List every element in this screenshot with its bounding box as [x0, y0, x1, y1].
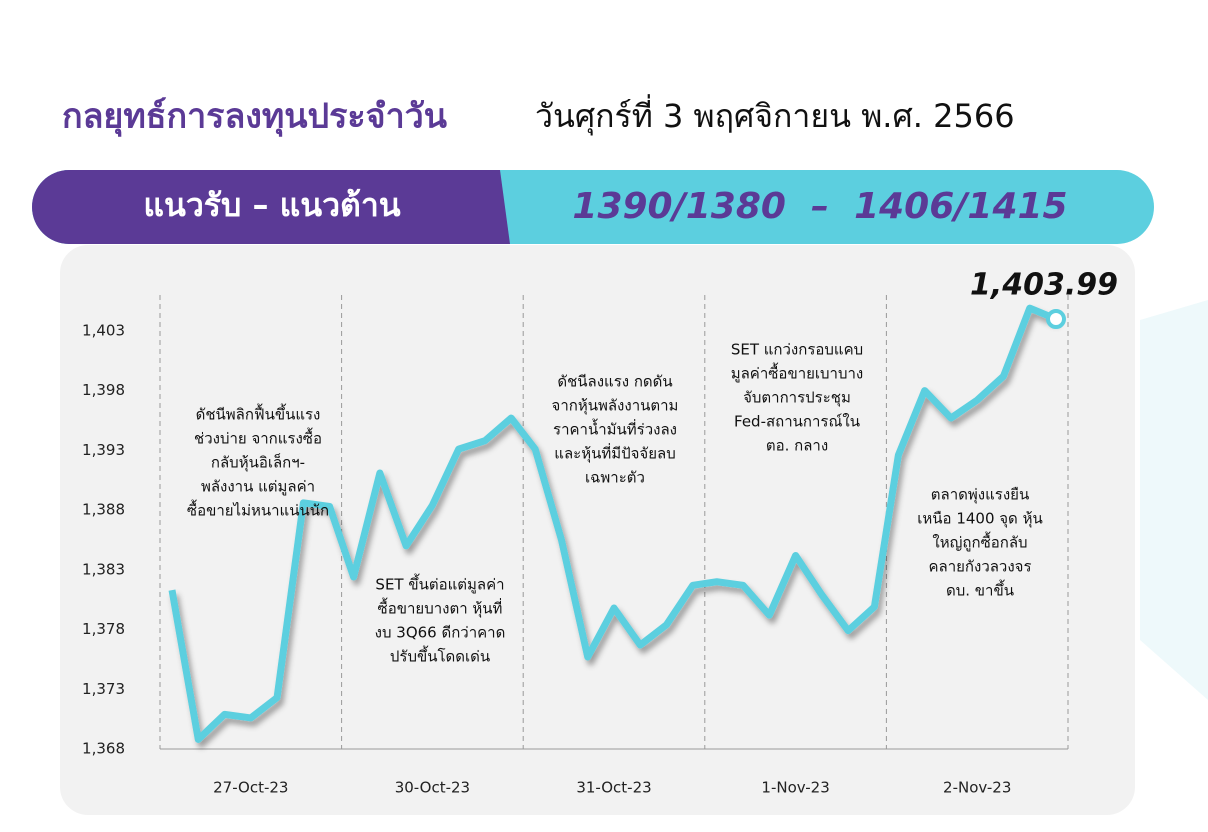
annotation: ตลาดพุ่งแรงยืน: [931, 486, 1029, 505]
annotation: งบ 3Q66 ดีกว่าคาด: [375, 624, 506, 642]
annotation: ช่วงบ่าย จากแรงซื้อ: [194, 428, 322, 448]
last-label: 1,403.99: [970, 268, 1118, 303]
annotation: ซื้อขายบางตา หุ้นที่: [378, 598, 503, 619]
annotation: ดัชนีลงแรง กดดัน: [557, 373, 672, 391]
annotation: และหุ้นที่มีปัจจัยลบ: [554, 443, 675, 464]
x-tick-label: 27-Oct-23: [213, 779, 288, 797]
annotation: เฉพาะตัว: [585, 469, 645, 487]
annotation: จับตาการประชุม: [743, 389, 851, 408]
y-tick-label: 1,388: [82, 501, 125, 519]
title: กลยุทธ์การลงทุนประจำวัน: [62, 97, 447, 138]
plot: 1,368 1,373 1,378 1,383 1,388 1,393 1,398 1,403…: [82, 268, 1118, 797]
annotation: ดัชนีพลิกฟื้นขึ้นแรง: [196, 404, 321, 424]
y-tick-label: 1,393: [82, 441, 125, 459]
y-tick-label: 1,378: [82, 620, 125, 638]
annotation: จากหุ้นพลังงานตาม: [552, 397, 679, 416]
chart-panel: [60, 245, 1135, 815]
annotation: Fed-สถานการณ์ใน: [734, 413, 860, 431]
annotation: คลายกังวลวงจร: [928, 558, 1031, 576]
line: [168, 304, 1058, 743]
annotation: SET แกว่งกรอบแคบ: [731, 341, 863, 359]
banner-label-bg: [32, 170, 510, 244]
annotation: ใหญ่ถูกซื้อกลับ: [932, 532, 1027, 552]
banner-levels: 1390/1380 – 1406/1415: [572, 186, 1067, 227]
annotation: ซื้อขายไม่หนาแน่นนัก: [187, 500, 329, 520]
annotation: มูลค่าซื้อขายเบาบาง: [731, 363, 864, 383]
date: วันศุกร์ที่ 3 พฤศจิกายน พ.ศ. 2566: [535, 94, 1015, 136]
annotation: กลับหุ้นอิเล็กฯ-: [211, 453, 305, 473]
annotation: ดบ. ขาขึ้น: [946, 580, 1014, 600]
y-tick-label: 1,368: [82, 740, 125, 758]
banner-label: แนวรับ – แนวต้าน: [143, 186, 400, 224]
annotation: เหนือ 1400 จุด หุ้น: [917, 510, 1042, 529]
annotation: ราคาน้ำมันที่ร่วงลง: [553, 419, 677, 439]
x-tick-label: 2-Nov-23: [943, 779, 1011, 797]
y-tick-label: 1,373: [82, 680, 125, 698]
last-point: [1046, 309, 1066, 330]
x-tick-label: 31-Oct-23: [576, 779, 651, 797]
y-tick-label: 1,383: [82, 560, 125, 578]
decor: [1140, 300, 1208, 700]
x-tick-label: 1-Nov-23: [761, 779, 829, 797]
y-tick-label: 1,398: [82, 381, 125, 399]
annotation: พลังงาน แต่มูลค่า: [201, 478, 315, 496]
annotation: ปรับขึ้นโดดเด่น: [390, 646, 490, 666]
x-tick-label: 30-Oct-23: [395, 779, 470, 797]
annotation: ตอ. กลาง: [766, 437, 828, 455]
y-tick-label: 1,403: [82, 321, 125, 339]
annotation: SET ขึ้นต่อแต่มูลค่า: [375, 574, 504, 594]
